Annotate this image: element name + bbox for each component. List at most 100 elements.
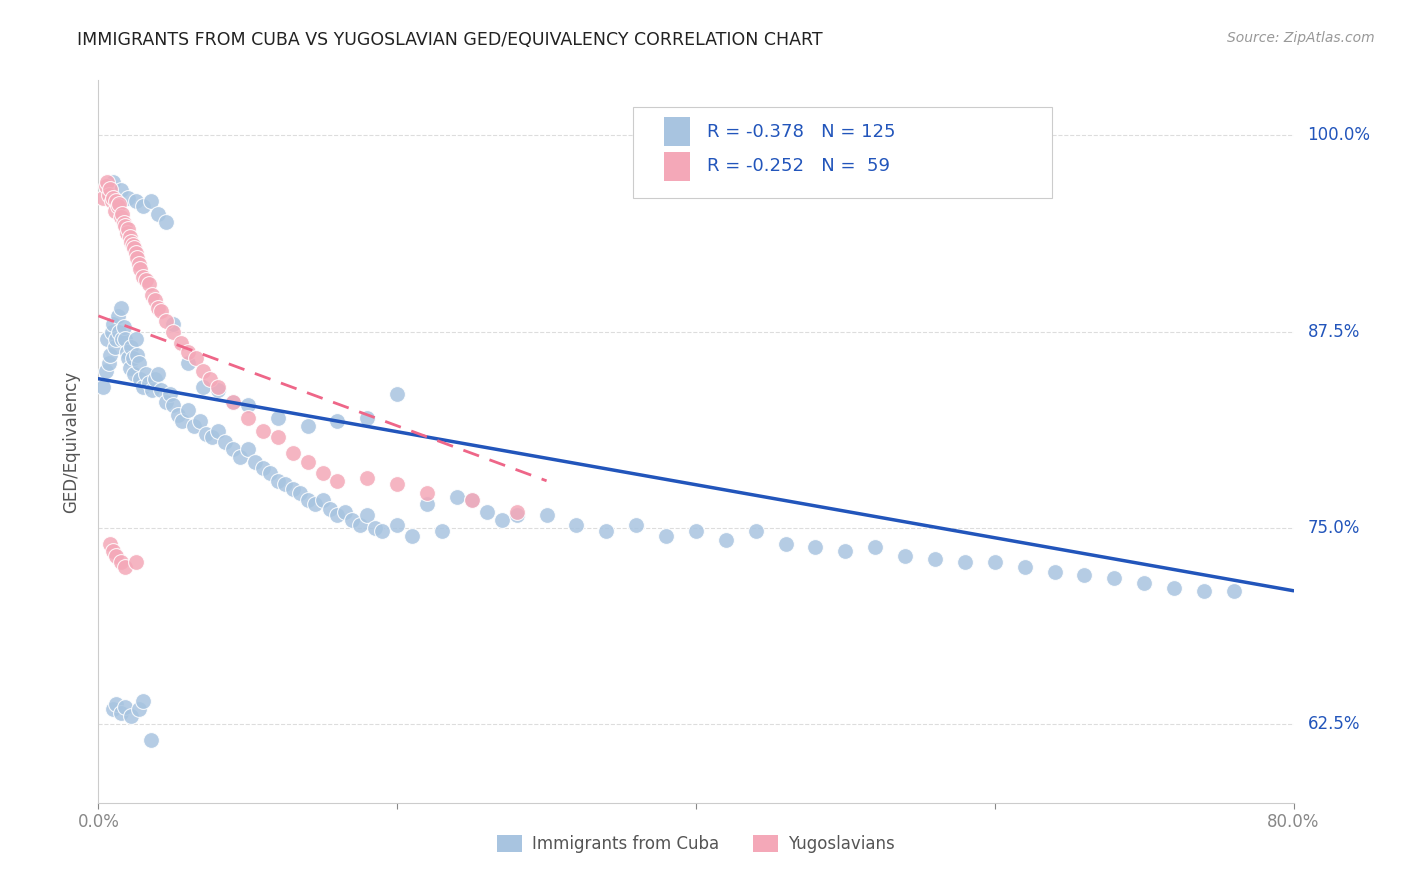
Point (333, 505, 356, 519)
Text: Source: ZipAtlas.com: Source: ZipAtlas.com (1227, 31, 1375, 45)
Point (150, 304, 173, 318)
Point (114, 560, 136, 574)
Point (401, 529, 423, 543)
Point (121, 238, 143, 252)
Point (105, 549, 128, 564)
Point (120, 709, 142, 723)
Point (108, 197, 131, 211)
Point (148, 367, 170, 381)
Point (115, 345, 138, 359)
FancyBboxPatch shape (664, 117, 690, 146)
Point (565, 517, 588, 532)
Point (1014, 560, 1036, 574)
Point (177, 403, 200, 417)
Point (461, 492, 484, 507)
Point (117, 191, 139, 205)
Point (120, 235, 142, 249)
Point (141, 383, 163, 397)
Point (201, 430, 224, 444)
Point (98, 181, 122, 195)
Point (124, 367, 146, 381)
Point (114, 219, 136, 234)
Point (125, 556, 148, 570)
Point (141, 288, 163, 302)
Point (159, 387, 181, 401)
Point (356, 508, 378, 523)
Point (491, 513, 513, 527)
Point (103, 191, 125, 205)
Point (865, 540, 887, 554)
Point (132, 694, 155, 708)
Point (1192, 583, 1215, 598)
Point (1043, 565, 1066, 579)
Point (371, 524, 394, 538)
Point (135, 367, 157, 381)
Point (177, 356, 200, 370)
Point (311, 492, 333, 507)
Point (103, 701, 125, 715)
Point (91, 191, 114, 205)
Text: R = -0.252   N =  59: R = -0.252 N = 59 (707, 157, 890, 175)
Point (107, 309, 129, 323)
Point (188, 414, 211, 428)
Point (120, 340, 142, 354)
Point (267, 474, 290, 488)
Point (127, 348, 149, 362)
Point (114, 700, 136, 714)
Point (416, 486, 439, 500)
Point (245, 455, 267, 469)
Point (94, 178, 117, 193)
Point (184, 351, 207, 366)
Point (103, 175, 125, 189)
Point (111, 333, 134, 347)
Point (385, 517, 409, 532)
Point (297, 418, 319, 433)
Point (111, 207, 134, 221)
Text: 75.0%: 75.0% (1308, 519, 1360, 537)
Point (155, 395, 177, 409)
Point (267, 430, 290, 444)
Point (685, 524, 707, 538)
Point (200, 372, 222, 386)
Point (506, 505, 529, 519)
Point (118, 360, 141, 375)
Point (143, 372, 166, 386)
Point (655, 529, 678, 543)
Point (103, 544, 125, 558)
Point (229, 450, 252, 465)
Point (626, 517, 648, 532)
Point (207, 383, 229, 397)
Point (1133, 575, 1156, 590)
Text: 100.0%: 100.0% (1308, 127, 1371, 145)
Point (267, 411, 290, 425)
FancyBboxPatch shape (633, 107, 1052, 198)
Point (138, 376, 160, 391)
Point (155, 214, 177, 228)
Point (139, 733, 162, 747)
Text: R = -0.378   N = 125: R = -0.378 N = 125 (707, 122, 896, 141)
Point (385, 477, 409, 491)
Point (162, 398, 184, 412)
Point (103, 317, 125, 331)
Point (236, 398, 259, 412)
Point (349, 517, 371, 532)
Point (319, 502, 342, 516)
Point (304, 497, 326, 511)
Point (96, 333, 118, 347)
Point (112, 216, 135, 230)
Point (356, 411, 378, 425)
Point (132, 379, 155, 393)
Point (105, 194, 128, 209)
Point (97, 188, 120, 202)
Point (115, 226, 138, 240)
Point (117, 351, 139, 366)
Point (1163, 581, 1185, 595)
Point (745, 524, 768, 538)
Point (148, 301, 170, 315)
Text: IMMIGRANTS FROM CUBA VS YUGOSLAVIAN GED/EQUIVALENCY CORRELATION CHART: IMMIGRANTS FROM CUBA VS YUGOSLAVIAN GED/… (77, 31, 823, 49)
Point (222, 442, 245, 457)
Point (1223, 583, 1246, 598)
Point (222, 395, 245, 409)
Point (297, 492, 319, 507)
Point (129, 261, 152, 276)
